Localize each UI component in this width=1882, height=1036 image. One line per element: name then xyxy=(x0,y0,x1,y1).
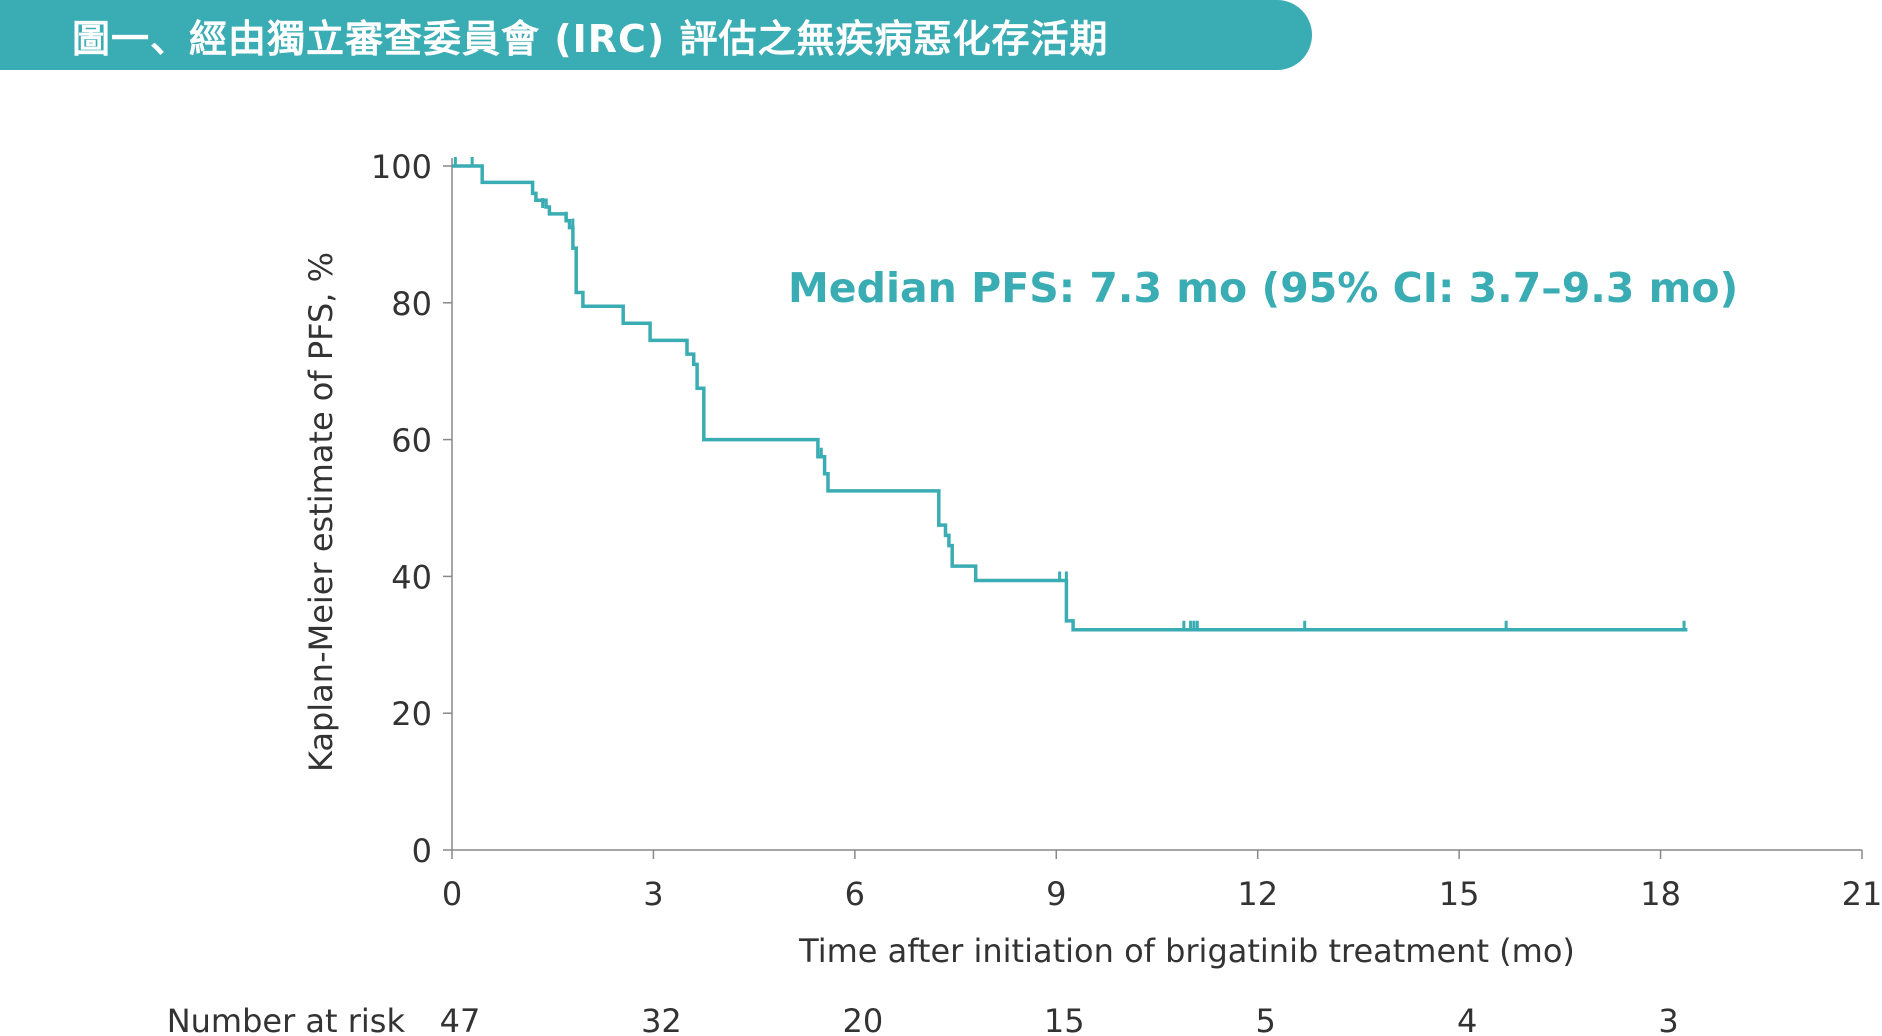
x-tick-label: 0 xyxy=(442,875,462,913)
median-pfs-annotation: Median PFS: 7.3 mo (95% CI: 3.7–9.3 mo) xyxy=(788,264,1738,312)
km-curve-line xyxy=(452,164,1688,632)
y-tick-label: 60 xyxy=(391,422,432,460)
risk-table-value: 3 xyxy=(1658,1002,1678,1036)
risk-table-value: 5 xyxy=(1256,1002,1276,1036)
page-title: 圖一、經由獨立審查委員會 (IRC) 評估之無疾病惡化存活期 xyxy=(72,16,1109,61)
x-tick-label: 15 xyxy=(1439,875,1480,913)
km-curve-group xyxy=(452,157,1688,632)
y-tick-label: 40 xyxy=(391,558,432,596)
x-tick-label: 6 xyxy=(845,875,865,913)
x-tick-label: 9 xyxy=(1046,875,1066,913)
x-tick-label: 12 xyxy=(1237,875,1278,913)
chart-labels: Time after initiation of brigatinib trea… xyxy=(167,252,1739,1036)
x-tick-label: 18 xyxy=(1640,875,1681,913)
title-banner: 圖一、經由獨立審查委員會 (IRC) 評估之無疾病惡化存活期 xyxy=(0,0,1312,70)
risk-table-value: 20 xyxy=(842,1002,883,1036)
y-tick-label: 80 xyxy=(391,285,432,323)
risk-table-label: Number at risk xyxy=(167,1002,406,1036)
y-tick-label: 100 xyxy=(371,148,432,186)
y-tick-label: 20 xyxy=(391,695,432,733)
y-tick-label: 0 xyxy=(412,832,432,870)
risk-table-value: 47 xyxy=(440,1002,481,1036)
x-tick-label: 3 xyxy=(643,875,663,913)
risk-table-value: 4 xyxy=(1457,1002,1477,1036)
risk-table-value: 15 xyxy=(1044,1002,1085,1036)
x-axis-title: Time after initiation of brigatinib trea… xyxy=(798,932,1575,970)
risk-table-value: 32 xyxy=(641,1002,682,1036)
x-tick-label: 21 xyxy=(1842,875,1882,913)
chart-axes: 0 20 40 60 80 100 0 3 6 9 12 15 18 21 xyxy=(371,148,1882,913)
y-axis-title: Kaplan-Meier estimate of PFS, % xyxy=(302,252,340,772)
